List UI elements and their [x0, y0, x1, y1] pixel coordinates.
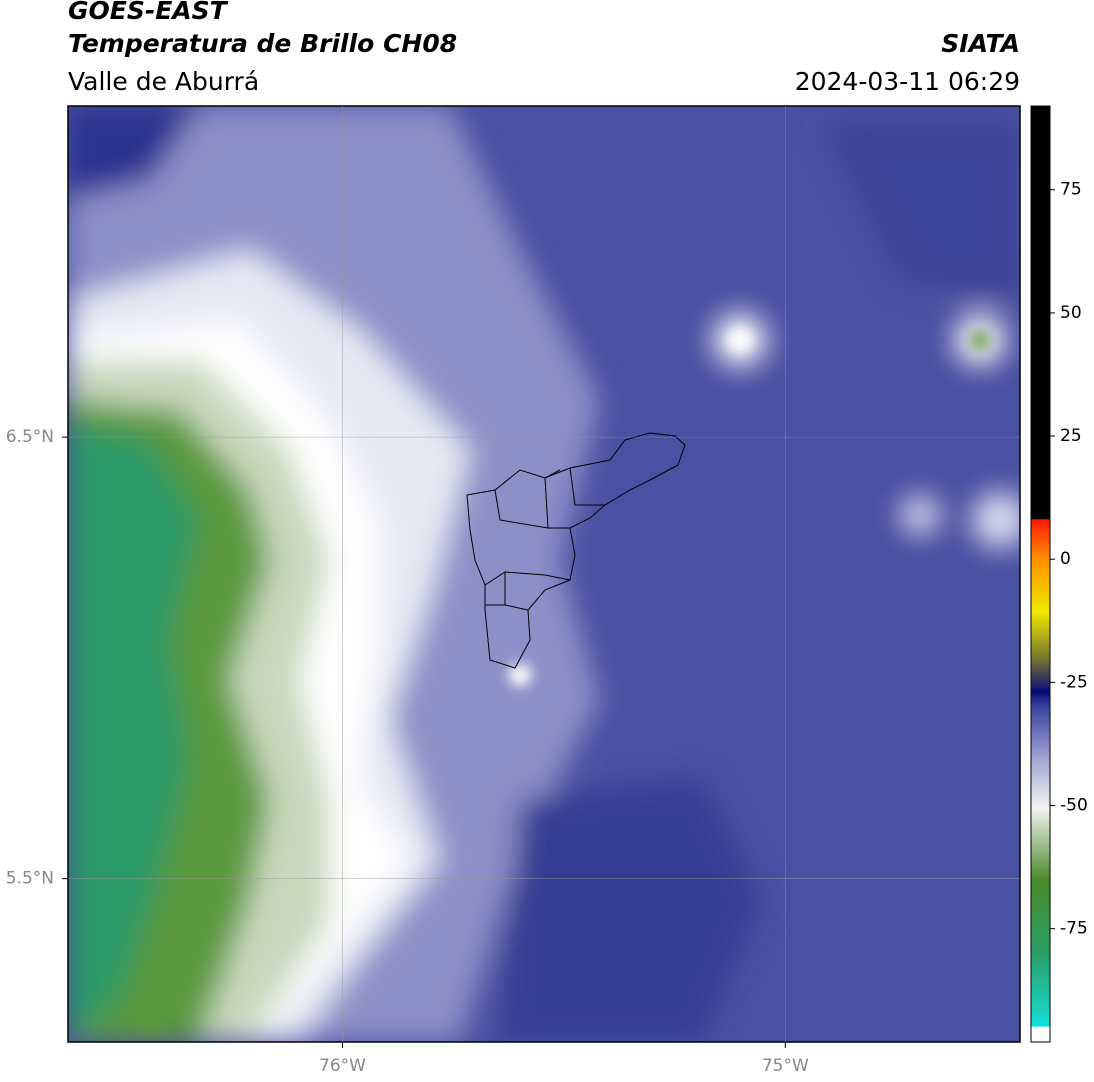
colorbar-tick-label: -75: [1060, 919, 1088, 939]
subtitle: Temperatura de Brillo CH08: [68, 29, 457, 58]
x-tick-label: 76°W: [319, 1056, 366, 1076]
satellite-image: [68, 106, 1020, 1042]
map-frame: [67, 105, 1021, 1043]
y-tick-label: 5.5°N: [6, 869, 54, 889]
colorbar-tick-label: -50: [1060, 796, 1088, 816]
colorbar: [1030, 105, 1051, 1043]
colorbar-tick-label: 75: [1060, 180, 1082, 200]
source: SIATA: [941, 29, 1020, 58]
colorbar-tick-label: 50: [1060, 303, 1082, 323]
timestamp: 2024-03-11 06:29: [795, 67, 1020, 96]
y-tick-label: 6.5°N: [6, 427, 54, 447]
region: Valle de Aburrá: [68, 67, 259, 96]
colorbar-tick-label: 0: [1060, 549, 1071, 569]
x-tick-label: 75°W: [762, 1056, 809, 1076]
colorbar-tick-label: 25: [1060, 426, 1082, 446]
title: GOES-EAST: [68, 0, 229, 25]
colorbar-tick-label: -25: [1060, 672, 1088, 692]
